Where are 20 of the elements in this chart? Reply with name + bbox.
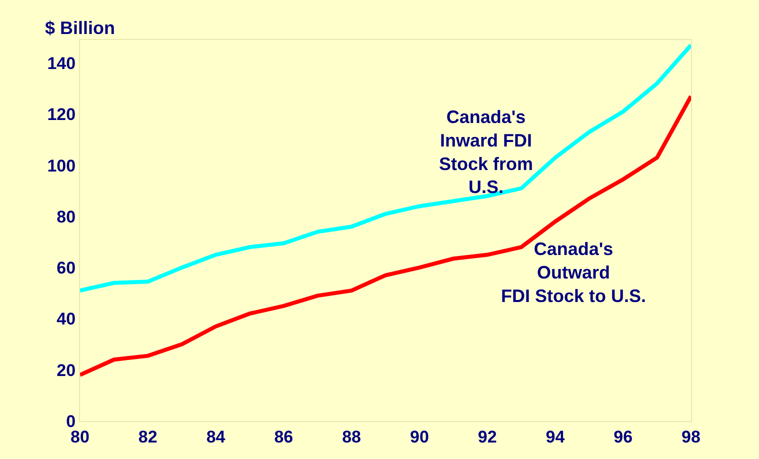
x-tick-label: 92: [478, 427, 497, 446]
x-tick-label: 96: [614, 427, 633, 446]
x-tick-label: 90: [410, 427, 429, 446]
x-tick-label: 86: [274, 427, 294, 446]
x-tick-label: 84: [206, 427, 226, 446]
series-label: Canada's Inward FDI Stock from U.S.: [439, 107, 534, 198]
line-series: [80, 94, 691, 377]
y-tick-label: 60: [56, 258, 76, 278]
series-label: Canada's Outward FDI Stock to U.S.: [501, 239, 646, 306]
y-tick-label: 100: [47, 156, 76, 176]
x-tick-label: 82: [138, 427, 158, 446]
y-tick-label: 140: [47, 54, 76, 73]
y-tick-label: 120: [47, 105, 76, 124]
y-tick-label: 40: [56, 310, 76, 329]
x-tick-label: 94: [546, 427, 566, 446]
x-tick-label: 98: [682, 427, 700, 446]
y-tick-label: 80: [56, 207, 76, 226]
y-tick-label: 20: [56, 360, 76, 380]
x-tick-label: 88: [342, 427, 362, 446]
y-axis-title: $ Billion: [45, 18, 116, 38]
